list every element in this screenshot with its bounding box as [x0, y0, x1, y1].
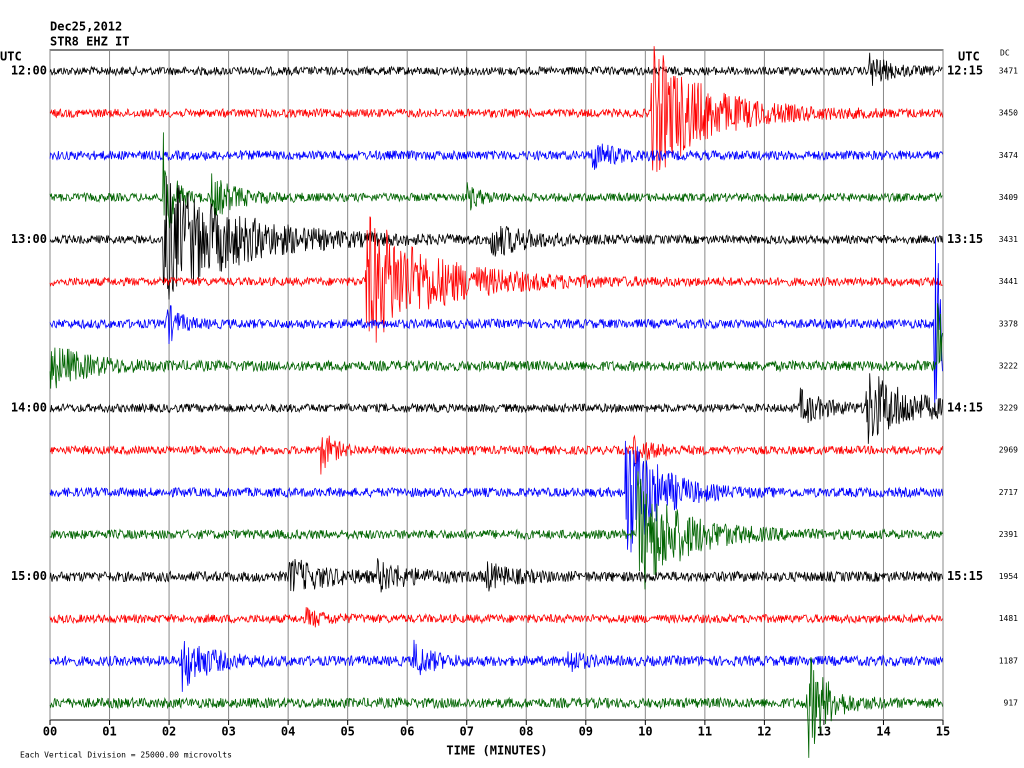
- date: Dec25,2012: [50, 20, 122, 34]
- row-time-left: 14:00: [11, 401, 47, 415]
- dc-value: 1954: [999, 572, 1018, 581]
- dc-value: 3474: [999, 151, 1018, 160]
- dc-value: 2391: [999, 530, 1018, 539]
- trace: [49, 607, 943, 628]
- row-time-right: 13:15: [947, 232, 983, 246]
- x-tick-label: 08: [519, 725, 533, 739]
- utc-right: UTC: [958, 50, 980, 64]
- x-tick-label: 11: [698, 725, 712, 739]
- x-tick-label: 01: [102, 725, 116, 739]
- x-tick-label: 15: [936, 725, 950, 739]
- x-tick-label: 03: [221, 725, 235, 739]
- dc-value: 917: [1004, 699, 1019, 708]
- note: Each Vertical Division = 25000.00 microv…: [20, 751, 232, 760]
- trace: [49, 639, 943, 692]
- x-axis-label: TIME (MINUTES): [446, 744, 547, 758]
- x-tick-label: 00: [43, 725, 57, 739]
- row-time-left: 13:00: [11, 232, 47, 246]
- dc-value: 3378: [999, 319, 1018, 328]
- trace: [49, 434, 943, 475]
- dc-value: 1187: [999, 656, 1018, 665]
- dc-value: 3229: [999, 404, 1018, 413]
- trace: [49, 558, 943, 593]
- row-time-left: 12:00: [11, 64, 47, 78]
- row-time-right: 12:15: [947, 64, 983, 78]
- x-tick-label: 13: [817, 725, 831, 739]
- x-tick-label: 05: [340, 725, 354, 739]
- trace: [49, 46, 943, 172]
- dc-value: 3441: [999, 277, 1018, 286]
- trace: [49, 175, 943, 300]
- dc-value: 3450: [999, 109, 1018, 118]
- x-tick-label: 12: [757, 725, 771, 739]
- dc-value: 1481: [999, 614, 1018, 623]
- dc-value: 3471: [999, 67, 1018, 76]
- dc-value: 2969: [999, 446, 1018, 455]
- dc-value: 2717: [999, 488, 1018, 497]
- row-time-right: 15:15: [947, 569, 983, 583]
- x-tick-label: 14: [876, 725, 890, 739]
- row-time-right: 14:15: [947, 401, 983, 415]
- dc-label: DC: [1000, 49, 1010, 58]
- dc-value: 3431: [999, 235, 1018, 244]
- x-tick-label: 04: [281, 725, 295, 739]
- dc-value: 3222: [999, 361, 1018, 370]
- trace: [49, 52, 943, 86]
- x-tick-label: 10: [638, 725, 652, 739]
- x-tick-label: 06: [400, 725, 414, 739]
- x-tick-label: 09: [579, 725, 593, 739]
- trace: [49, 143, 943, 170]
- trace: [49, 216, 943, 343]
- trace: [49, 303, 943, 389]
- station: STR8 EHZ IT: [50, 35, 129, 49]
- trace: [49, 440, 943, 553]
- dc-value: 3409: [999, 193, 1018, 202]
- x-tick-label: 07: [460, 725, 474, 739]
- trace: [49, 132, 943, 229]
- trace: [49, 471, 943, 590]
- row-time-left: 15:00: [11, 569, 47, 583]
- trace: [49, 237, 943, 412]
- utc-left: UTC: [0, 50, 22, 64]
- trace: [49, 373, 943, 444]
- x-tick-label: 02: [162, 725, 176, 739]
- trace: [49, 657, 943, 758]
